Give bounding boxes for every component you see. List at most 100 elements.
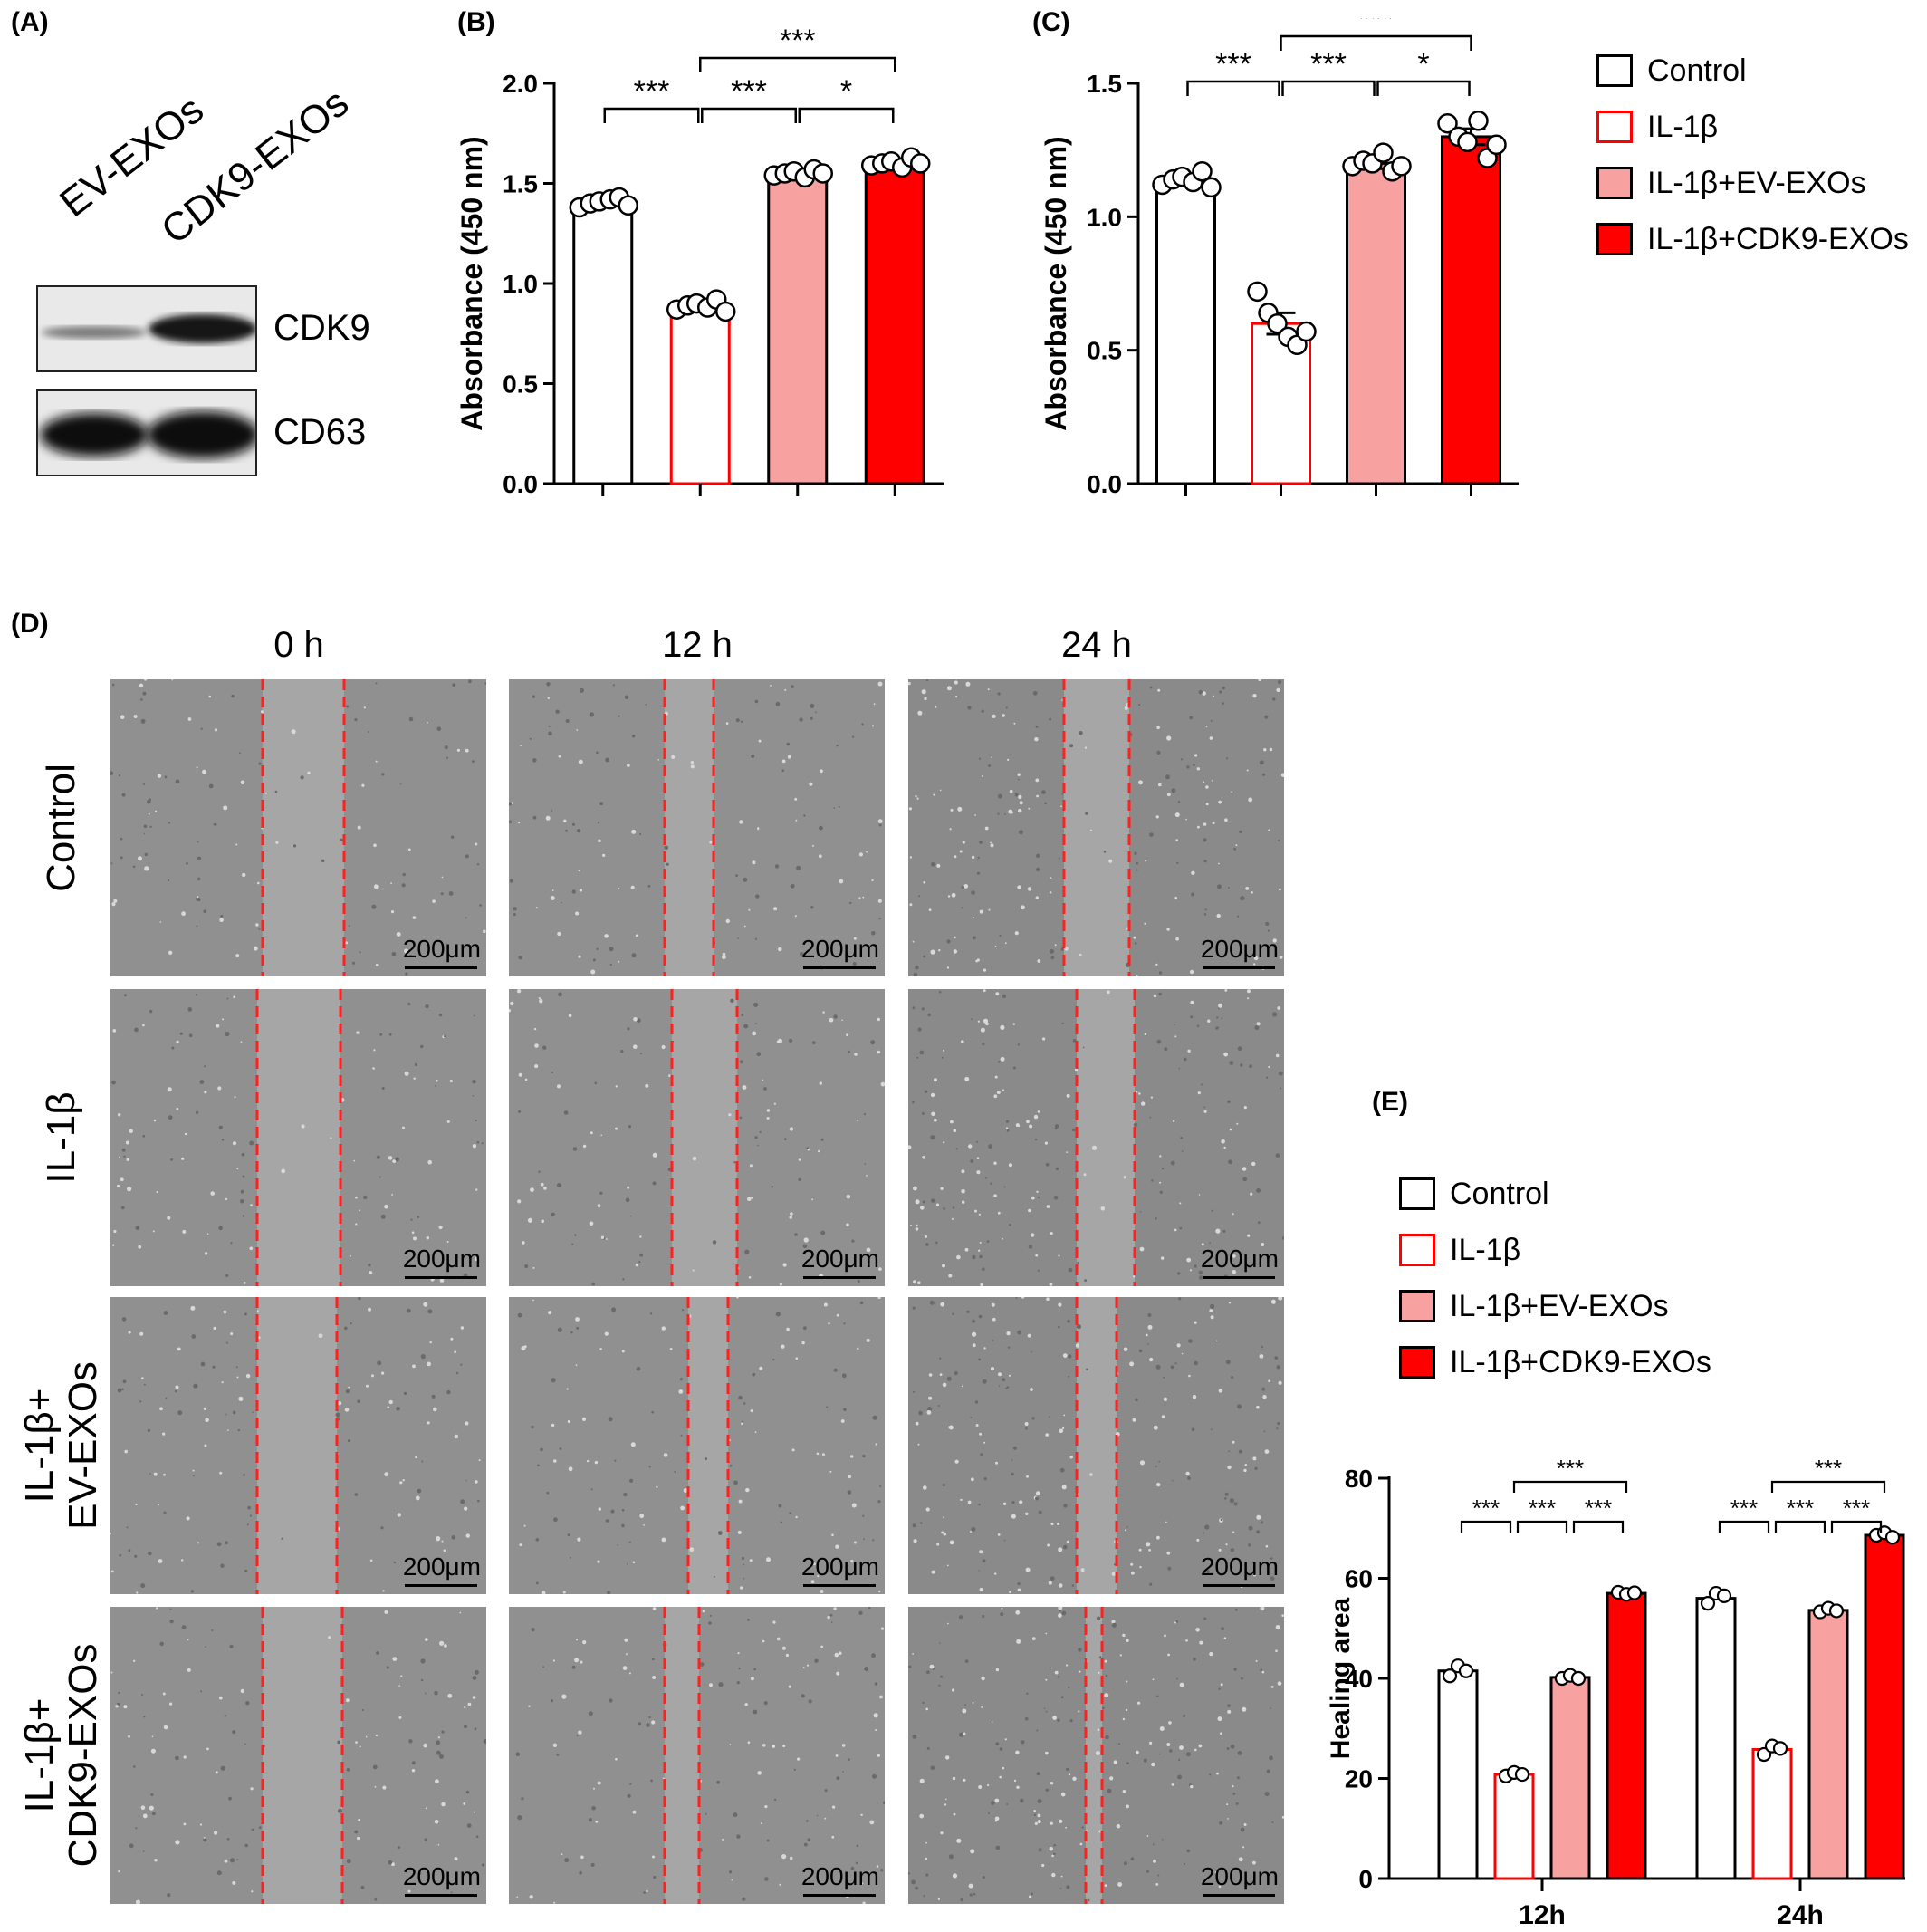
cell (982, 1379, 987, 1384)
cell (1038, 1848, 1042, 1852)
cell (1072, 1776, 1077, 1781)
cell (766, 1109, 771, 1112)
cell (750, 1409, 753, 1413)
cell (1188, 1339, 1193, 1343)
cell (754, 1431, 757, 1434)
cell (1126, 1804, 1129, 1809)
cell (773, 1102, 776, 1105)
cell (483, 1738, 486, 1745)
cell (230, 1242, 233, 1245)
scratch-micrograph: 200μm (110, 1297, 486, 1594)
cell (1223, 1637, 1227, 1639)
cell (979, 909, 983, 914)
cell (117, 1184, 120, 1188)
cell (811, 1198, 813, 1201)
cell (597, 1781, 601, 1785)
cell (357, 825, 361, 830)
cell (118, 1113, 121, 1117)
cell (908, 1665, 912, 1668)
significance-bracket (798, 107, 895, 123)
cell (816, 1814, 819, 1817)
cell (1278, 1071, 1283, 1076)
cell (981, 709, 984, 713)
cell (794, 1233, 798, 1236)
cell (801, 1694, 805, 1698)
cell (810, 906, 814, 909)
cell (742, 1897, 746, 1901)
legend-top-item: IL-1β+CDK9-EXOs (1596, 217, 1909, 261)
cell (115, 1705, 119, 1708)
cell (235, 1366, 238, 1369)
cell (381, 1087, 385, 1090)
cell (620, 1050, 624, 1053)
cell (975, 1424, 979, 1427)
cell (440, 892, 444, 896)
cell (850, 1455, 854, 1458)
cell (981, 1676, 985, 1681)
cell (1178, 1297, 1182, 1301)
cell (1035, 896, 1039, 899)
cell (743, 1402, 746, 1405)
cell (1203, 913, 1207, 916)
significance-label: *** (1585, 1495, 1612, 1522)
cell (1210, 1315, 1214, 1320)
cell (1256, 1022, 1261, 1026)
cell (1068, 1375, 1070, 1378)
micrograph-image (509, 679, 885, 976)
cell (849, 901, 852, 905)
cell (614, 1459, 617, 1462)
scale-bar-label: 200μm (402, 1552, 481, 1581)
cell (980, 1283, 983, 1286)
cell (197, 877, 201, 881)
cell (951, 1217, 954, 1220)
cell (1050, 1821, 1053, 1825)
cell (1164, 1634, 1166, 1638)
cell (774, 864, 780, 869)
cell (479, 904, 482, 907)
cell (990, 841, 992, 844)
cell (739, 1116, 743, 1120)
cell (621, 1350, 625, 1353)
cell (818, 1149, 820, 1153)
cell (345, 1389, 350, 1394)
data-point (1700, 1596, 1716, 1611)
cell (1270, 1576, 1275, 1581)
cell (866, 1175, 868, 1177)
cell (379, 1033, 383, 1036)
cell (408, 716, 414, 722)
cell (835, 1754, 839, 1757)
cell (1253, 1573, 1256, 1577)
cell (478, 1459, 481, 1462)
cell (566, 1388, 569, 1390)
cell (1276, 1427, 1279, 1430)
cell (836, 1776, 840, 1780)
cell (484, 682, 486, 685)
cell (1036, 794, 1039, 798)
y-tick-label: 20 (1345, 1765, 1373, 1793)
cell (1175, 839, 1178, 841)
cell (757, 1771, 762, 1775)
cell (467, 1702, 472, 1706)
cell (353, 1159, 356, 1162)
cell (933, 793, 935, 796)
cell (924, 697, 927, 701)
cell (927, 1013, 931, 1017)
cell (948, 1426, 951, 1428)
cell (645, 703, 647, 706)
cell (936, 863, 941, 868)
cell (725, 918, 730, 924)
cell (518, 1072, 522, 1077)
legend-e-item: IL-1β+EV-EXOs (1399, 1284, 1669, 1328)
cell (1136, 975, 1138, 976)
cell (542, 1045, 547, 1050)
cell (135, 1503, 138, 1506)
cell (909, 903, 913, 907)
micrograph-image (509, 1297, 885, 1594)
cell (988, 908, 991, 911)
cell (121, 1148, 126, 1152)
cell (221, 1381, 224, 1384)
cell (762, 1744, 766, 1747)
cell (1104, 1659, 1107, 1663)
bar-1 (572, 199, 634, 485)
cell (1157, 1874, 1160, 1877)
